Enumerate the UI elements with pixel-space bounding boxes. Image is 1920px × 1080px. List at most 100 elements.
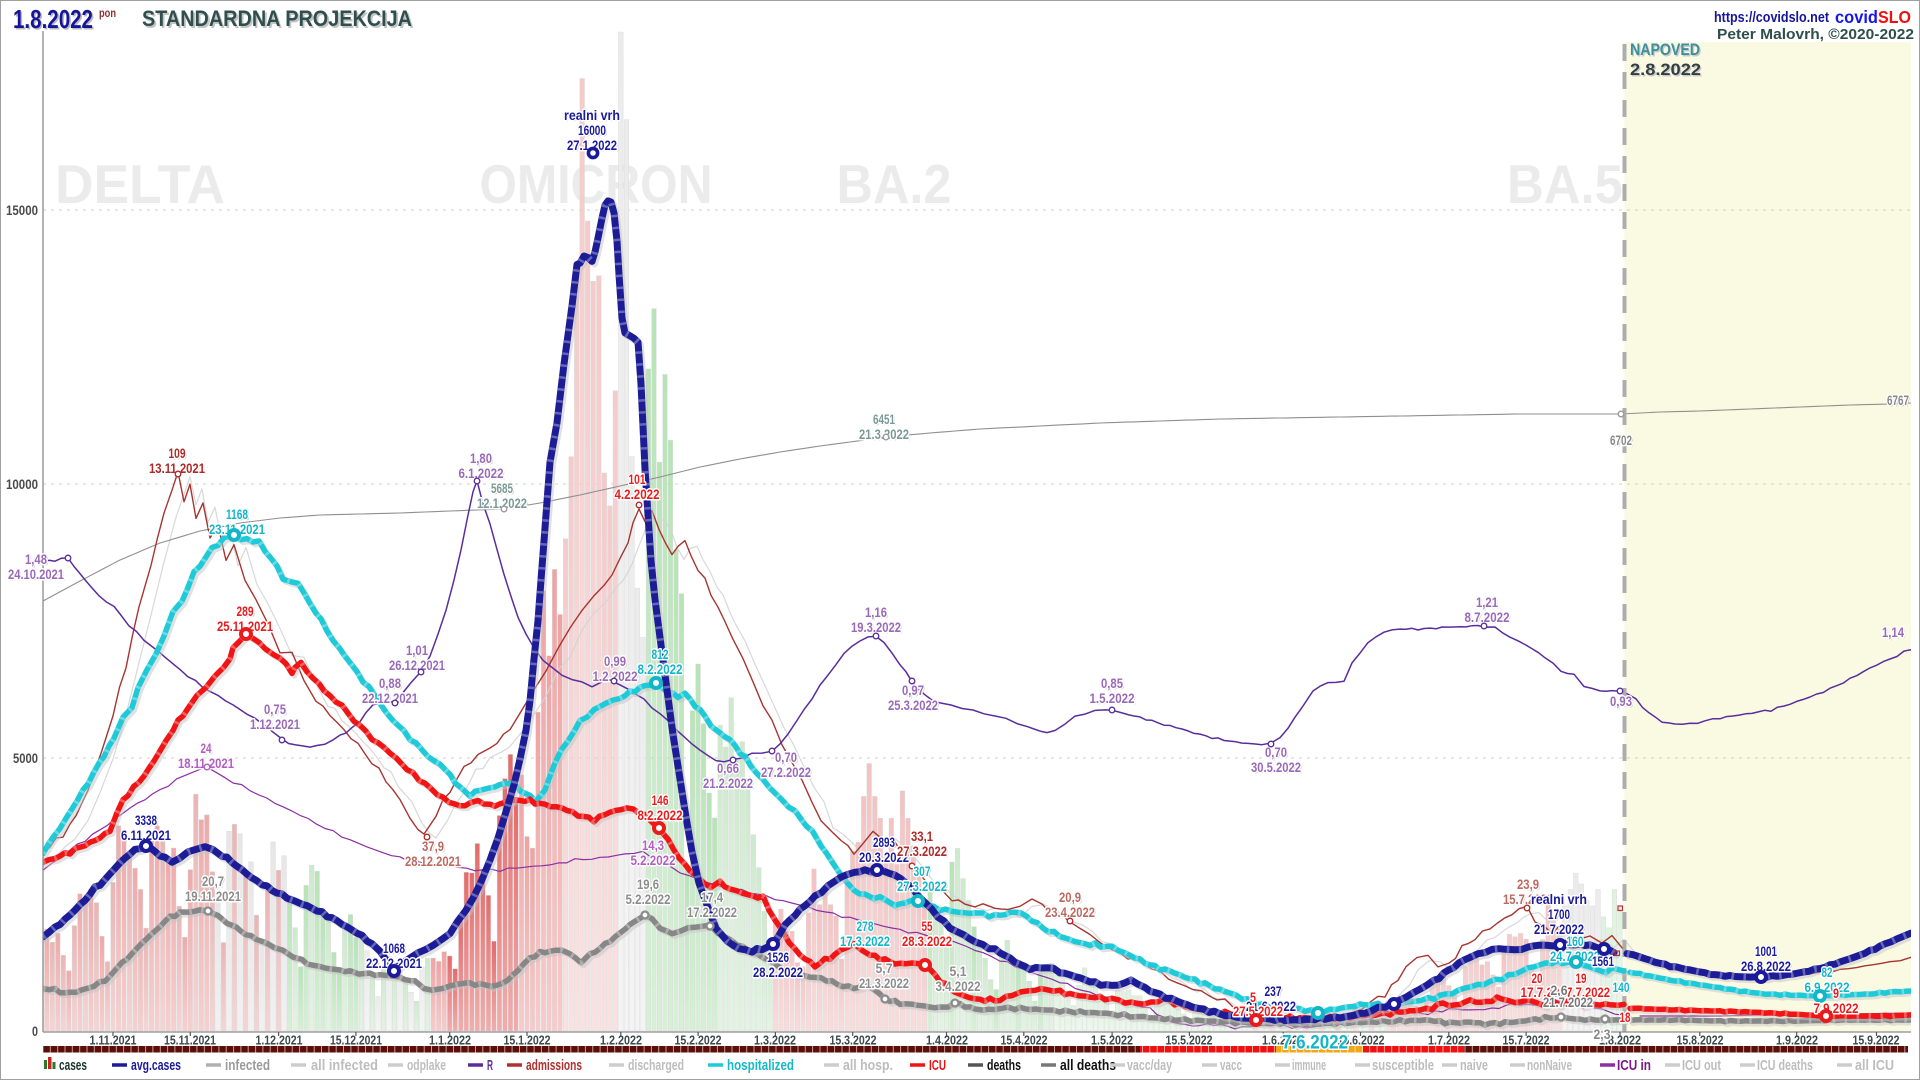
svg-text:2,3: 2,3 xyxy=(1594,1026,1611,1042)
svg-text:BA.2: BA.2 xyxy=(837,153,952,215)
svg-text:NAPOVED: NAPOVED xyxy=(1630,40,1700,59)
svg-text:33,127.3.2022: 33,1 27.3.2022 xyxy=(897,828,947,859)
svg-text:20,719.11.2021: 20,7 19.11.2021 xyxy=(185,873,241,904)
svg-text:pon: pon xyxy=(99,8,116,20)
svg-text:ICU: ICU xyxy=(929,1058,946,1074)
svg-text:19: 19 xyxy=(1576,970,1587,986)
svg-text:19,65.2.2022: 19,6 5.2.2022 xyxy=(626,876,671,907)
svg-text:2.8.2022: 2.8.2022 xyxy=(1631,61,1702,80)
svg-text:1.8.2022: 1.8.2022 xyxy=(15,6,95,36)
svg-text:vacc: vacc xyxy=(1220,1058,1242,1074)
svg-text:5,13.4.2022: 5,1 3.4.2022 xyxy=(936,963,981,994)
svg-text:1561: 1561 xyxy=(1593,954,1615,970)
svg-text:6702: 6702 xyxy=(1610,432,1632,448)
svg-text:0,991.2.2022: 0,99 1.2.2022 xyxy=(593,653,638,684)
svg-text:15.5.2022: 15.5.2022 xyxy=(1166,1033,1213,1048)
svg-text:140: 140 xyxy=(1613,979,1630,995)
svg-text:ICU deaths: ICU deaths xyxy=(1757,1058,1813,1074)
svg-text:18: 18 xyxy=(1621,1010,1632,1026)
svg-text:5,721.3.2022: 5,7 21.3.2022 xyxy=(859,960,909,991)
svg-text:17,417.2.2022: 17,4 17.2.2022 xyxy=(687,889,737,920)
svg-text:0,93: 0,93 xyxy=(1611,694,1633,710)
svg-text:15.11.2021: 15.11.2021 xyxy=(164,1033,216,1048)
svg-text:1561: 1561 xyxy=(1592,953,1614,969)
svg-text:21.7.2022: 21.7.2022 xyxy=(1544,995,1594,1011)
svg-text:1,806.1.2022: 1,80 6.1.2022 xyxy=(459,450,504,481)
svg-text:15.4.2022: 15.4.2022 xyxy=(1001,1033,1048,1048)
svg-text:0,93: 0,93 xyxy=(1610,693,1632,709)
svg-text:1.12.2021: 1.12.2021 xyxy=(256,1033,303,1048)
svg-text:NAPOVED: NAPOVED xyxy=(1631,41,1701,60)
svg-text:21.6.2022: 21.6.2022 xyxy=(1246,998,1296,1014)
svg-text:6767: 6767 xyxy=(1887,392,1909,408)
svg-text:27.7.2022: 27.7.2022 xyxy=(1560,984,1610,1000)
svg-text:odplake: odplake xyxy=(407,1058,446,1074)
svg-text:vacc/day: vacc/day xyxy=(1127,1058,1172,1074)
svg-text:1.11.2021: 1.11.2021 xyxy=(90,1033,137,1048)
svg-text:infected: infected xyxy=(225,1058,270,1074)
svg-text:1.7.2022: 1.7.2022 xyxy=(1428,1033,1470,1048)
svg-text:1.4.2022: 1.4.2022 xyxy=(926,1033,968,1048)
svg-text:0,851.5.2022: 0,85 1.5.2022 xyxy=(1090,675,1135,706)
svg-text:0,991.2.2022: 0,99 1.2.2022 xyxy=(594,654,639,685)
svg-text:33,127.3.2022: 33,1 27.3.2022 xyxy=(898,829,948,860)
svg-text:23,915.7.2022: 23,9 15.7.2022 xyxy=(1504,877,1554,908)
svg-text:all infected: all infected xyxy=(311,1058,378,1074)
svg-text:20,923.4.2022: 20,9 23.4.2022 xyxy=(1045,889,1095,920)
svg-text:ICU in: ICU in xyxy=(1617,1058,1651,1074)
svg-text:2,3: 2,3 xyxy=(1595,1027,1612,1043)
svg-text:1.5.2022: 1.5.2022 xyxy=(1091,1033,1133,1048)
svg-text:15.3.2022: 15.3.2022 xyxy=(830,1033,877,1048)
svg-text:cases: cases xyxy=(59,1058,87,1074)
svg-text:6767: 6767 xyxy=(1888,393,1910,409)
svg-text:140: 140 xyxy=(1614,980,1631,996)
svg-text:1.8.2022: 1.8.2022 xyxy=(1599,1033,1641,1048)
svg-text:1.1.2022: 1.1.2022 xyxy=(429,1033,471,1048)
svg-text:2,6: 2,6 xyxy=(1551,982,1568,998)
svg-text:1.6.2022: 1.6.2022 xyxy=(1262,1033,1304,1048)
svg-text:15.7.2022: 15.7.2022 xyxy=(1503,1033,1550,1048)
svg-text:1,218.7.2022: 1,21 8.7.2022 xyxy=(1465,594,1510,625)
svg-text:covid: covid xyxy=(1835,7,1878,27)
svg-text:1,14: 1,14 xyxy=(1882,624,1904,640)
svg-text:discharged: discharged xyxy=(628,1058,684,1074)
svg-text:5: 5 xyxy=(1251,990,1257,1006)
svg-text:19: 19 xyxy=(1577,971,1588,987)
svg-text:14,35.2.2022: 14,3 5.2.2022 xyxy=(632,838,677,869)
svg-text:DELTA: DELTA xyxy=(55,153,225,215)
svg-text:237: 237 xyxy=(1265,983,1282,999)
svg-text:2,6: 2,6 xyxy=(1552,983,1569,999)
svg-text:17.7.20: 17.7.20 xyxy=(1522,985,1561,1001)
svg-text:27.7.2022: 27.7.2022 xyxy=(1561,985,1611,1001)
svg-text:1,806.1.2022: 1,80 6.1.2022 xyxy=(460,451,505,482)
svg-text:20: 20 xyxy=(1532,970,1543,986)
svg-text:naive: naive xyxy=(1460,1058,1488,1074)
svg-text:5000: 5000 xyxy=(13,750,38,766)
svg-text:2.8.2022: 2.8.2022 xyxy=(1630,60,1701,79)
svg-text:17,417.2.2022: 17,4 17.2.2022 xyxy=(688,890,738,921)
svg-text:37,928.12.2021: 37,9 28.12.2021 xyxy=(406,839,462,870)
svg-text:STANDARDNA PROJEKCIJA: STANDARDNA PROJEKCIJA xyxy=(142,6,412,31)
svg-text:23,915.7.2022: 23,9 15.7.2022 xyxy=(1503,876,1553,907)
